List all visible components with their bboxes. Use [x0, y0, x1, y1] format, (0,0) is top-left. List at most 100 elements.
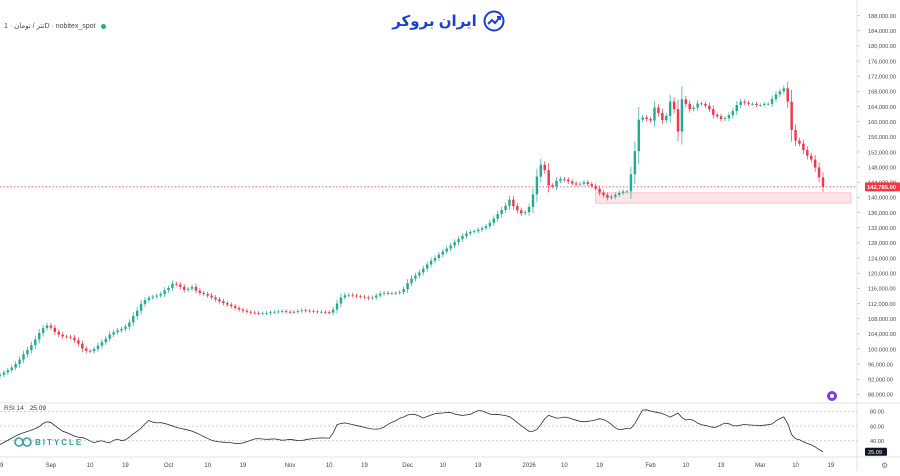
candle-body: [418, 272, 421, 276]
candle-body: [237, 308, 241, 310]
candle-body: [77, 340, 80, 344]
candle: [563, 176, 566, 182]
candle-body: [151, 296, 155, 298]
rsi-header[interactable]: RSI 14 25.09: [4, 405, 46, 412]
candle: [523, 210, 527, 216]
candle-body: [547, 170, 550, 186]
candle-body: [81, 343, 84, 349]
time-tick-label: 19: [0, 463, 4, 469]
time-tick-label: 19: [361, 463, 368, 469]
candle-body: [343, 295, 347, 298]
candle: [85, 346, 88, 354]
settings-gear-icon[interactable]: ⚙: [881, 461, 889, 470]
candle: [543, 161, 546, 174]
candle-body: [288, 311, 292, 313]
candle-body: [335, 303, 339, 310]
candle-body: [316, 311, 319, 313]
candle: [570, 179, 574, 186]
candle-body: [645, 117, 648, 120]
candle-body: [206, 294, 209, 296]
candle: [657, 104, 660, 117]
candle-body: [563, 178, 566, 180]
candle-body: [743, 101, 746, 103]
candle: [559, 176, 562, 184]
candle: [26, 346, 29, 358]
candle: [249, 309, 253, 315]
candle: [700, 101, 703, 106]
candle: [312, 309, 315, 314]
candle-body: [61, 334, 64, 337]
bitycle-text: BITYCLE: [35, 437, 84, 447]
candle-body: [755, 103, 758, 105]
price-tick-label: 184,000.00: [868, 29, 896, 35]
candle-body: [359, 296, 362, 298]
candle: [433, 255, 437, 264]
candle-body: [124, 326, 127, 329]
time-tick-label: 10: [87, 463, 94, 469]
candle: [469, 229, 472, 236]
candle: [437, 251, 441, 261]
candle: [49, 322, 53, 331]
candle: [774, 91, 778, 103]
price-tick-label: 148,000.00: [868, 165, 896, 171]
candle: [508, 195, 511, 210]
price-tick-label: 124,000.00: [868, 256, 896, 262]
candle-body: [778, 91, 782, 95]
candle: [547, 163, 550, 193]
broker-logo-text: ایران بروکر: [392, 13, 477, 30]
candle: [676, 99, 680, 142]
candle-body: [472, 231, 476, 232]
candle: [304, 308, 307, 313]
candle: [253, 310, 256, 315]
candle-body: [265, 312, 268, 314]
time-tick-label: 10: [440, 463, 447, 469]
candle-body: [617, 192, 621, 195]
candle-body: [14, 364, 17, 368]
candle: [653, 101, 656, 127]
candle: [739, 98, 742, 108]
candle-body: [304, 310, 307, 312]
price-tick-label: 136,000.00: [868, 211, 896, 217]
candle-body: [0, 374, 2, 377]
candle: [539, 159, 543, 183]
candle: [116, 328, 119, 335]
candle-body: [719, 116, 723, 120]
candle-body: [73, 337, 76, 341]
candle-body: [770, 98, 774, 104]
candle-body: [6, 370, 10, 373]
indicator-badge-icon[interactable]: [827, 391, 837, 401]
candle: [237, 305, 241, 312]
candle-body: [708, 105, 711, 110]
candle-body: [85, 348, 88, 351]
symbol-header[interactable]: تتر / تومان · 1D · nobitex_spot: [4, 22, 107, 30]
candle-body: [594, 186, 597, 189]
candle: [175, 281, 178, 287]
rsi-value: 25.09: [29, 405, 46, 412]
candle: [155, 293, 158, 299]
candle-body: [637, 119, 641, 152]
time-tick-label: Mar: [755, 463, 765, 469]
candle-body: [45, 325, 49, 329]
candle: [480, 225, 484, 232]
candle-body: [704, 103, 707, 106]
candle-body: [210, 295, 213, 298]
candle: [324, 309, 327, 315]
candle: [637, 107, 641, 164]
candle-body: [155, 295, 158, 297]
candle: [30, 341, 33, 354]
candle: [367, 295, 370, 301]
candle-body: [367, 297, 370, 299]
candle-body: [625, 191, 629, 193]
price-tick-label: 172,000.00: [868, 74, 896, 80]
candle: [347, 292, 351, 298]
candle: [112, 329, 115, 338]
candle-body: [798, 140, 801, 144]
candle-body: [108, 334, 111, 339]
candle-body: [665, 115, 668, 121]
candle-body: [194, 286, 198, 291]
candle: [782, 85, 786, 95]
candle: [770, 95, 774, 108]
candle: [806, 146, 809, 160]
candle: [214, 295, 217, 302]
